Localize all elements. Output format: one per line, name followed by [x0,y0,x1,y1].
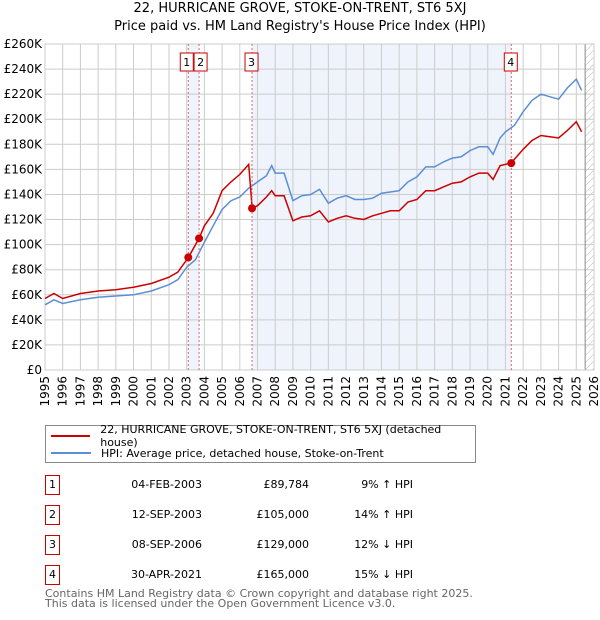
x-tick-label: 1995 [38,376,52,407]
x-tick-label: 2022 [516,376,530,407]
x-tick-label: 2016 [410,376,424,407]
x-tick-label: 2009 [286,376,300,407]
price-paid-line [44,120,583,300]
footer-copyright: Contains HM Land Registry data © Crown c… [45,587,473,600]
sale-point [507,159,516,168]
y-tick-label: £120K [4,213,44,227]
x-tick-label: 1996 [56,376,70,407]
x-tick-label: 2025 [569,376,583,407]
hpi-line [44,77,583,306]
y-tick-label: £160K [4,162,44,176]
sale-point [195,234,204,243]
legend-swatch-red [51,435,91,437]
transaction-row: 4 30-APR-2021 £165,000 15% ↓ HPI [45,565,485,585]
chart-title: 22, HURRICANE GROVE, STOKE-ON-TRENT, ST6… [133,1,467,16]
x-tick-label: 2017 [428,376,442,407]
sale-label-box [193,52,208,72]
y-tick-label: £60K [11,288,43,302]
legend-item-property: 22, HURRICANE GROVE, STOKE-ON-TRENT, ST6… [46,423,475,449]
x-tick-label: 2006 [233,376,247,407]
sale-date: 12-SEP-2003 [131,508,202,521]
sale-price: £89,784 [263,478,310,491]
sale-label-box [244,52,259,72]
x-tick-label: 1997 [73,376,87,407]
x-tick-label: 2023 [534,376,548,407]
y-tick-label: £0 [27,363,42,377]
x-tick-label: 2005 [215,376,229,407]
footer: Contains HM Land Registry data © Crown c… [45,587,473,610]
x-tick-label: 2000 [127,376,141,407]
x-tick-label: 2004 [197,376,211,407]
hpi-comparison: 14% ↑ HPI [354,508,413,521]
sale-date: 30-APR-2021 [130,568,202,581]
x-tick-label: 2012 [339,376,353,407]
hpi-comparison: 15% ↓ HPI [354,568,413,581]
sale-label: 4 [507,56,514,69]
y-tick-label: £240K [4,62,44,76]
transaction-row: 2 12-SEP-2003 £105,000 14% ↑ HPI [45,505,485,525]
sale-label: 3 [248,56,255,69]
y-tick-label: £140K [4,187,44,201]
y-tick-label: £20K [11,338,43,352]
sale-price: £105,000 [256,508,310,521]
legend-item-hpi: HPI: Average price, detached house, Stok… [46,445,384,461]
sale-label-box [179,52,194,72]
x-tick-label: 2010 [304,376,318,407]
chart-legend: 22, HURRICANE GROVE, STOKE-ON-TRENT, ST6… [45,423,476,463]
transaction-row: 1 04-FEB-2003 £89,784 9% ↑ HPI [45,475,485,495]
sale-date: 04-FEB-2003 [131,478,202,491]
sale-price: £165,000 [256,568,310,581]
plot-border [44,43,595,371]
sale-number-badge: 3 [45,535,60,555]
sale-number-badge: 4 [45,565,60,585]
sale-number-badge: 1 [45,475,60,495]
y-tick-label: £260K [4,37,44,51]
x-tick-label: 2015 [392,376,406,407]
transaction-row: 3 08-SEP-2006 £129,000 12% ↓ HPI [45,535,485,555]
x-tick-label: 2011 [321,376,335,407]
sale-label-box [503,52,518,72]
future-hatch [585,44,594,370]
sale-label: 2 [197,56,204,69]
sale-point [248,204,257,213]
legend-label: HPI: Average price, detached house, Stok… [101,446,384,460]
y-tick-label: £200K [4,112,44,126]
sale-point [184,253,193,262]
x-tick-label: 2008 [268,376,282,407]
y-tick-label: £100K [4,238,44,252]
y-tick-label: £180K [4,137,44,151]
x-tick-label: 2021 [498,376,512,407]
x-tick-label: 2024 [552,376,566,407]
x-tick-label: 2003 [180,376,194,407]
x-tick-label: 2002 [162,376,176,407]
sale-label: 1 [183,56,190,69]
x-tick-label: 2014 [374,376,388,407]
y-tick-label: £40K [11,313,43,327]
sale-number-badge: 2 [45,505,60,525]
x-tick-label: 2026 [587,376,600,407]
legend-swatch-blue [51,452,91,454]
y-tick-label: £80K [11,263,43,277]
x-tick-label: 2013 [357,376,371,407]
hpi-comparison: 9% ↑ HPI [361,478,413,491]
chart-subtitle: Price paid vs. HM Land Registry's House … [114,19,486,34]
x-tick-label: 2001 [144,376,158,407]
x-tick-label: 2019 [463,376,477,407]
footer-licence: This data is licensed under the Open Gov… [45,597,396,610]
legend-label: 22, HURRICANE GROVE, STOKE-ON-TRENT, ST6… [100,423,442,449]
x-tick-label: 1999 [109,376,123,407]
x-tick-label: 2020 [481,376,495,407]
hpi-comparison: 12% ↓ HPI [354,538,413,551]
sale-date: 08-SEP-2006 [131,538,202,551]
x-tick-label: 2007 [251,376,265,407]
x-tick-label: 1998 [91,376,105,407]
sale-price: £129,000 [256,538,310,551]
y-tick-label: £220K [4,87,44,101]
x-tick-label: 2018 [445,376,459,407]
shaded-period [188,44,200,370]
